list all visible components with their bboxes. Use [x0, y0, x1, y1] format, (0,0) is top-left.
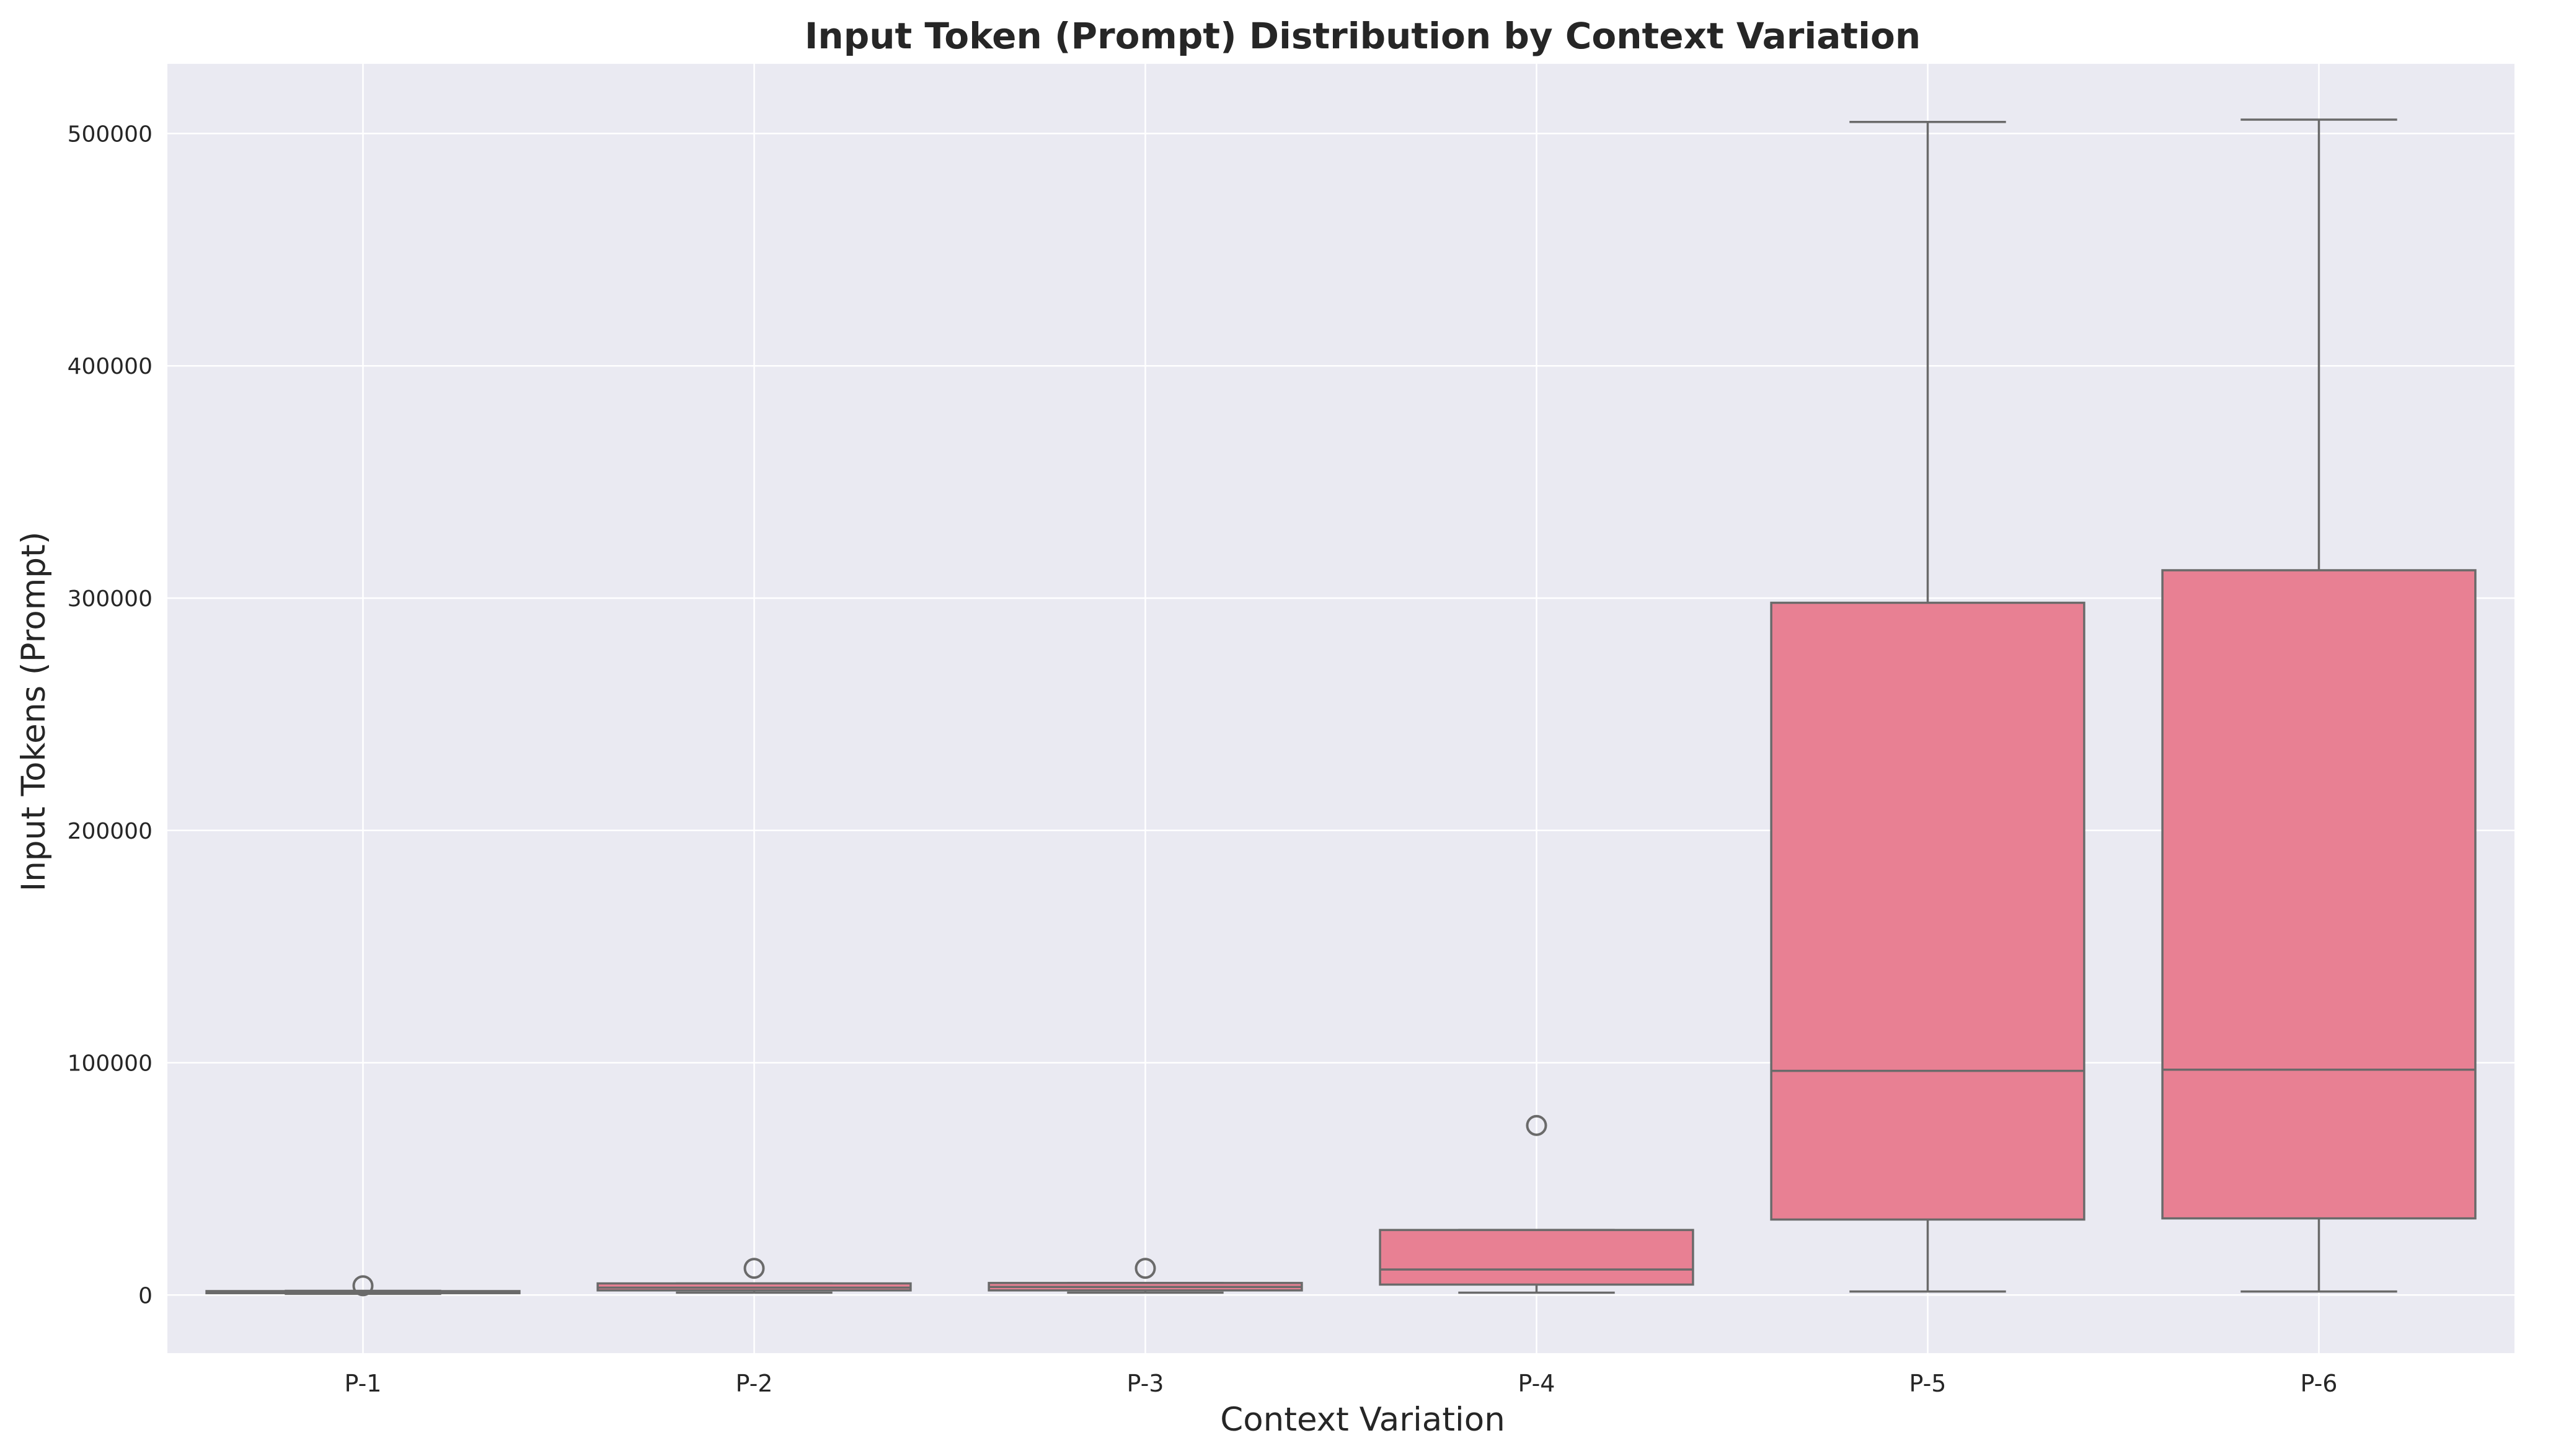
y-tick-label: 300000	[68, 586, 153, 612]
box-P-3	[988, 1258, 1303, 1294]
box-P-6	[2161, 118, 2477, 1293]
plot-area	[167, 64, 2514, 1353]
boxes	[205, 118, 2477, 1297]
y-tick-label: 100000	[68, 1051, 153, 1077]
y-tick-label: 200000	[68, 819, 153, 844]
x-tick-label: P-1	[345, 1370, 382, 1397]
y-axis-ticks: 0 100000 200000 300000 400000 500000	[68, 121, 153, 1308]
x-tick-label: P-6	[2301, 1370, 2338, 1397]
iqr-box	[1379, 1229, 1694, 1286]
y-tick-label: 400000	[68, 354, 153, 379]
outlier-point	[743, 1258, 765, 1279]
box-P-1	[205, 1275, 521, 1297]
x-tick-label: P-5	[1909, 1370, 1947, 1397]
y-axis-label: Input Tokens (Prompt)	[15, 532, 53, 892]
x-tick-label: P-2	[736, 1370, 773, 1397]
chart-title: Input Token (Prompt) Distribution by Con…	[805, 15, 1921, 57]
iqr-box	[2161, 569, 2477, 1220]
y-tick-label: 0	[138, 1283, 153, 1308]
box-P-4	[1379, 1114, 1694, 1294]
y-tick-label: 500000	[68, 121, 153, 147]
x-tick-label: P-4	[1518, 1370, 1555, 1397]
x-tick-label: P-3	[1127, 1370, 1164, 1397]
x-axis-ticks: P-1 P-2 P-3 P-4 P-5 P-6	[345, 1370, 2338, 1397]
outlier-point	[352, 1275, 374, 1297]
box-P-2	[596, 1258, 912, 1294]
box-P-5	[1770, 120, 2085, 1293]
outlier-point	[1134, 1258, 1156, 1279]
x-axis-label: Context Variation	[1220, 1401, 1505, 1439]
iqr-box	[1770, 601, 2085, 1221]
outlier-point	[1526, 1114, 1547, 1136]
